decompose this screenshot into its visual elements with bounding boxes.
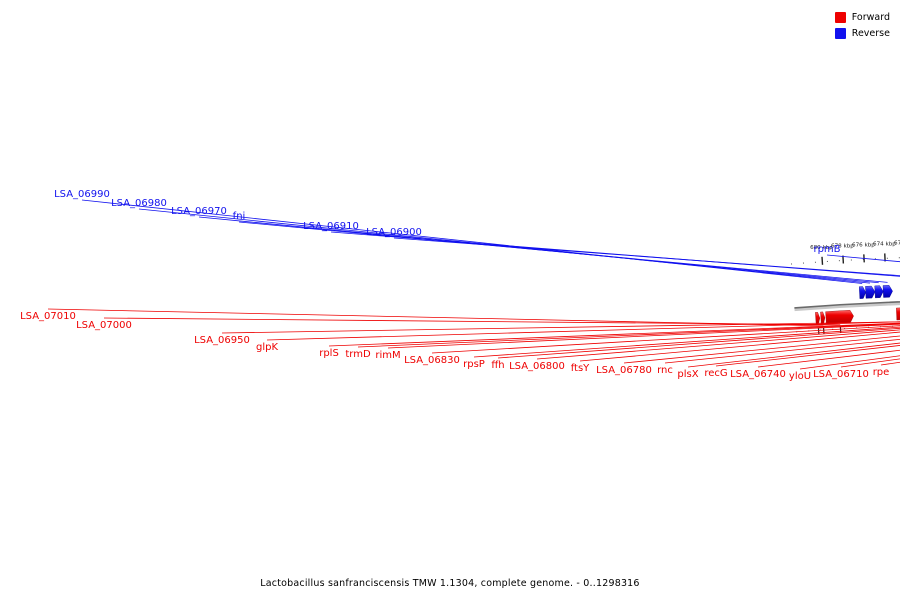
reverse-gene-label: LSA_06980 bbox=[111, 198, 167, 209]
reverse-gene-lsa_06990[interactable] bbox=[859, 287, 866, 299]
forward-swatch bbox=[835, 12, 846, 23]
forward-gene-unlabeled-0[interactable] bbox=[815, 312, 820, 324]
legend-reverse-label: Reverse bbox=[852, 28, 890, 39]
legend-reverse: Reverse bbox=[835, 25, 890, 41]
forward-gene-label: rimM bbox=[375, 350, 400, 361]
reverse-gene-label: LSA_06990 bbox=[54, 189, 110, 200]
forward-gene-label: ftsY bbox=[571, 363, 590, 374]
forward-gene-label: plsX bbox=[677, 369, 698, 380]
forward-gene-label: LSA_06950 bbox=[194, 335, 250, 346]
forward-gene-label: ffh bbox=[491, 360, 504, 371]
forward-gene-label: LSA_07000 bbox=[76, 320, 132, 331]
forward-gene-label: LSA_06780 bbox=[596, 365, 652, 376]
reverse-gene-label: fni bbox=[233, 211, 246, 222]
forward-gene-label: yloU bbox=[789, 371, 811, 382]
forward-gene-label: trmD bbox=[345, 349, 371, 360]
reverse-gene-fni[interactable] bbox=[883, 285, 893, 297]
forward-gene-lsa_07000[interactable] bbox=[826, 310, 854, 323]
forward-label-leader bbox=[624, 321, 900, 363]
scale-tick-label: 674 kbp bbox=[873, 241, 896, 247]
forward-gene-label: LSA_06800 bbox=[509, 361, 565, 372]
reverse-gene-label: LSA_06910 bbox=[303, 221, 359, 232]
scale-tick bbox=[822, 257, 823, 265]
forward-gene-label: recG bbox=[704, 368, 727, 379]
forward-gene-label: glpK bbox=[256, 342, 278, 353]
reverse-gene-label: rpmB bbox=[813, 244, 840, 255]
legend: Forward Reverse bbox=[835, 9, 890, 41]
forward-gene-label: rnc bbox=[657, 365, 673, 376]
forward-gene-label: rplS bbox=[319, 348, 339, 359]
reverse-gene-lsa_06980[interactable] bbox=[865, 286, 875, 298]
scale-tick-label: 672 kbp bbox=[894, 241, 900, 247]
forward-gene-label: LSA_06740 bbox=[730, 369, 786, 380]
forward-gene-lsa_06950[interactable] bbox=[896, 308, 900, 320]
forward-gene-lsa_07010[interactable] bbox=[820, 312, 824, 324]
forward-gene-label: LSA_06710 bbox=[813, 369, 869, 380]
reverse-gene-lsa_06970[interactable] bbox=[875, 286, 884, 298]
genome-caption: Lactobacillus sanfranciscensis TMW 1.130… bbox=[0, 578, 900, 589]
legend-forward: Forward bbox=[835, 9, 890, 25]
forward-gene-label: LSA_07010 bbox=[20, 311, 76, 322]
forward-gene-label: rpsP bbox=[463, 359, 485, 370]
forward-label-leader bbox=[104, 318, 840, 325]
reverse-gene-label: LSA_06970 bbox=[171, 206, 227, 217]
forward-gene-label: rpe bbox=[873, 367, 890, 378]
forward-gene-label: LSA_06830 bbox=[404, 355, 460, 366]
legend-forward-label: Forward bbox=[852, 12, 890, 23]
scale-tick-label: 676 kbp bbox=[852, 242, 875, 248]
reverse-gene-label: LSA_06900 bbox=[366, 227, 422, 238]
reverse-swatch bbox=[835, 28, 846, 39]
